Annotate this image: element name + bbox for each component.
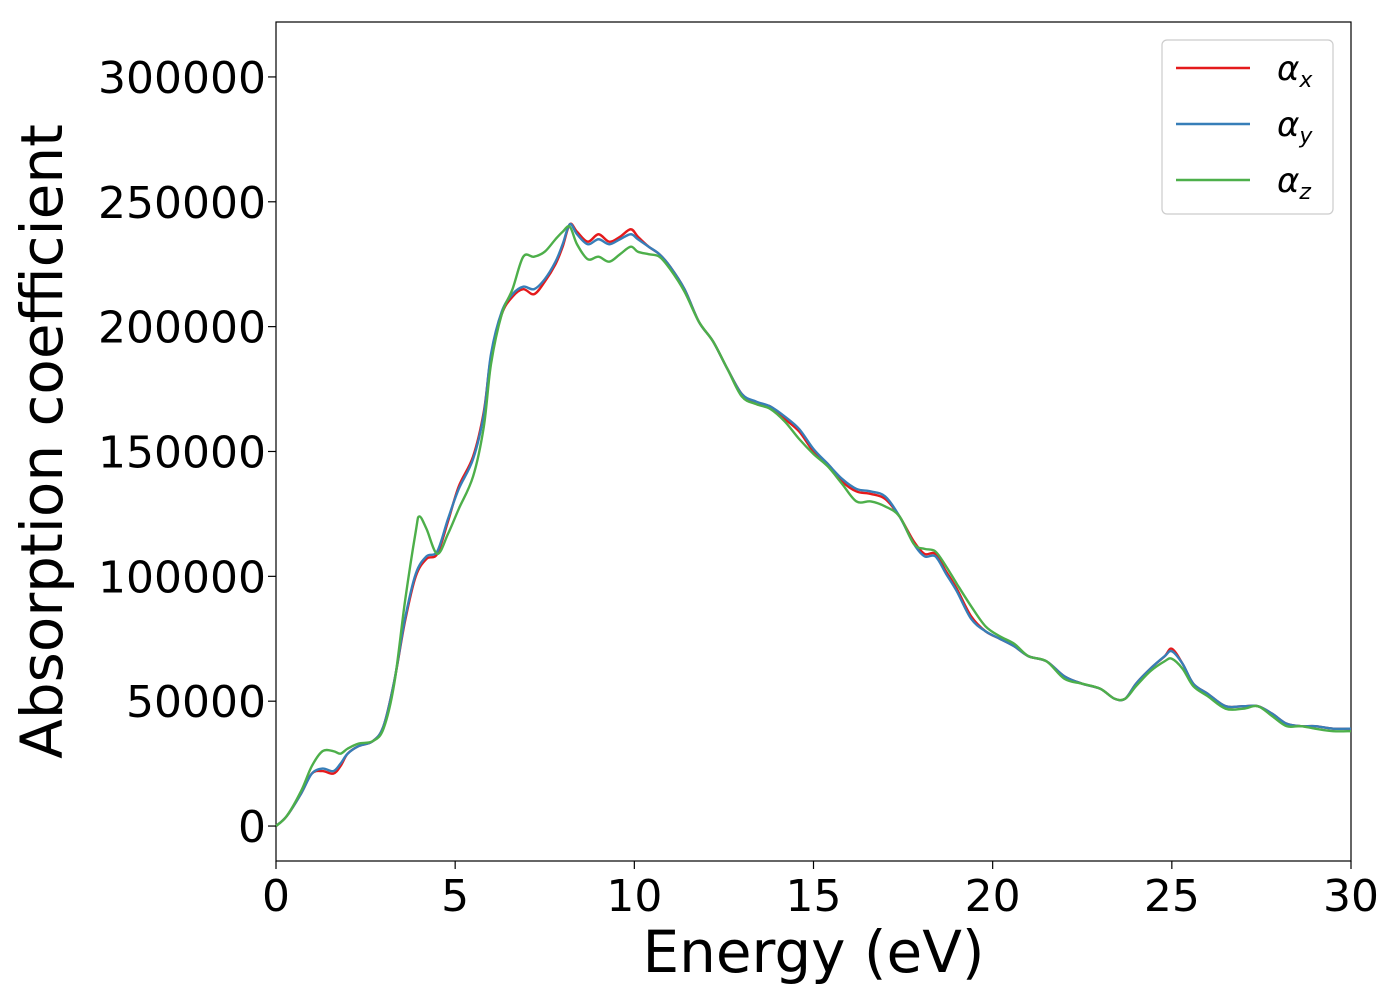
y-tick-label: 50000 <box>126 677 266 728</box>
x-tick-label: 30 <box>1323 871 1379 922</box>
y-axis-label: Absorption coefficient <box>8 124 76 759</box>
legend-label-z: αz <box>1277 161 1311 205</box>
series-line-x <box>275 222 1352 827</box>
y-tick-label: 250000 <box>98 178 266 229</box>
series-line-y <box>275 222 1352 827</box>
x-tick-label: 0 <box>262 871 290 922</box>
x-tick-label: 25 <box>1144 871 1200 922</box>
series-line-z <box>275 225 1352 827</box>
x-tick-label: 15 <box>786 871 842 922</box>
series-layer <box>275 222 1352 827</box>
x-axis-label: Energy (eV) <box>642 918 984 986</box>
x-axis: 0 5 10 15 20 25 30 <box>262 861 1379 922</box>
y-tick-label: 150000 <box>98 427 266 478</box>
x-tick-label: 20 <box>965 871 1021 922</box>
legend-label-x: αx <box>1277 49 1313 93</box>
y-axis: 0 50000 100000 150000 200000 250000 300000 <box>98 53 276 853</box>
y-tick-label: 0 <box>238 802 266 853</box>
y-tick-label: 100000 <box>98 552 266 603</box>
x-tick-label: 5 <box>441 871 469 922</box>
y-tick-label: 300000 <box>98 53 266 104</box>
y-tick-label: 200000 <box>98 303 266 354</box>
legend-box <box>1161 39 1334 215</box>
legend-label-y: αy <box>1277 105 1313 149</box>
x-tick-label: 10 <box>606 871 662 922</box>
legend: αx αy αz <box>1161 39 1334 215</box>
